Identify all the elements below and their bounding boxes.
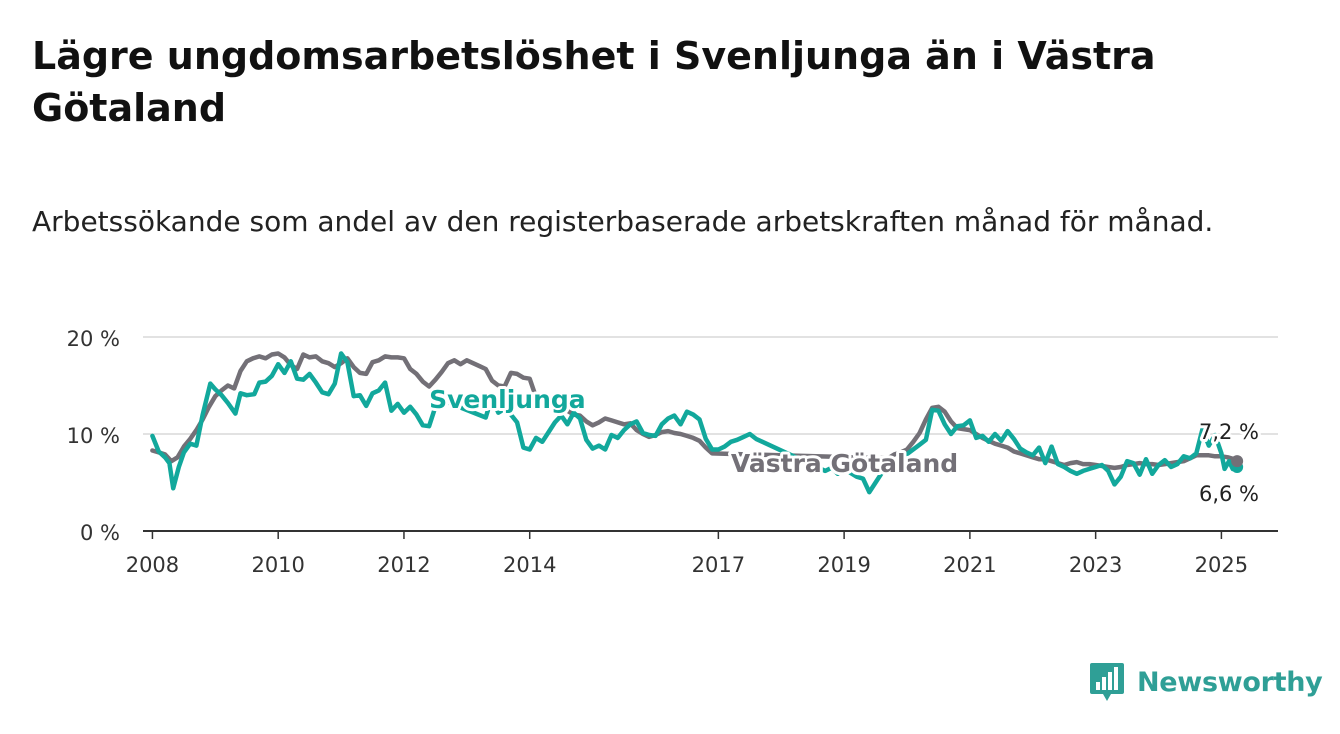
series-lines (150, 351, 1244, 495)
x-axis-tick-labels: 2008 2010 2012 2014 2017 2019 2021 2023 2025 (126, 531, 1248, 577)
x-tick-label: 2010 (251, 553, 304, 577)
series-name-label: Västra Götaland (731, 449, 958, 478)
grid-lines (143, 336, 1278, 435)
series-line-svenljunga (150, 351, 1240, 495)
x-tick-label: 2017 (692, 553, 745, 577)
end-value-label-svenljunga: 6,6 % (1199, 482, 1259, 506)
y-axis-tick-labels: 0 % 10 % 20 % (67, 327, 120, 545)
x-tick-label: 2014 (503, 553, 556, 577)
y-tick-label: 0 % (80, 521, 120, 545)
page-subtitle: Arbetssökande som andel av den registerb… (32, 205, 1214, 238)
brand-name: Newsworthy (1137, 666, 1323, 698)
series-line-vastra-gotaland (150, 351, 1240, 471)
x-tick-label: 2008 (126, 553, 179, 577)
newsworthy-logo: Newsworthy (1089, 660, 1323, 704)
x-tick-label: 2025 (1195, 553, 1248, 577)
page-title: Lägre ungdomsarbetslöshet i Svenljunga ä… (32, 34, 1156, 130)
end-value-label-vastra-gotaland: 7,2 % (1199, 420, 1259, 444)
x-tick-label: 2023 (1069, 553, 1122, 577)
y-tick-label: 10 % (67, 424, 120, 448)
series-labels: Svenljunga Västra Götaland 7,2 % 6,6 % (426, 382, 1262, 509)
newsworthy-logo-icon (1090, 663, 1124, 701)
x-tick-label: 2019 (817, 553, 870, 577)
series-end-dot (1231, 455, 1244, 468)
x-tick-label: 2021 (943, 553, 996, 577)
series-name-label: Svenljunga (429, 385, 586, 414)
y-tick-label: 20 % (67, 327, 120, 351)
x-tick-label: 2012 (377, 553, 430, 577)
